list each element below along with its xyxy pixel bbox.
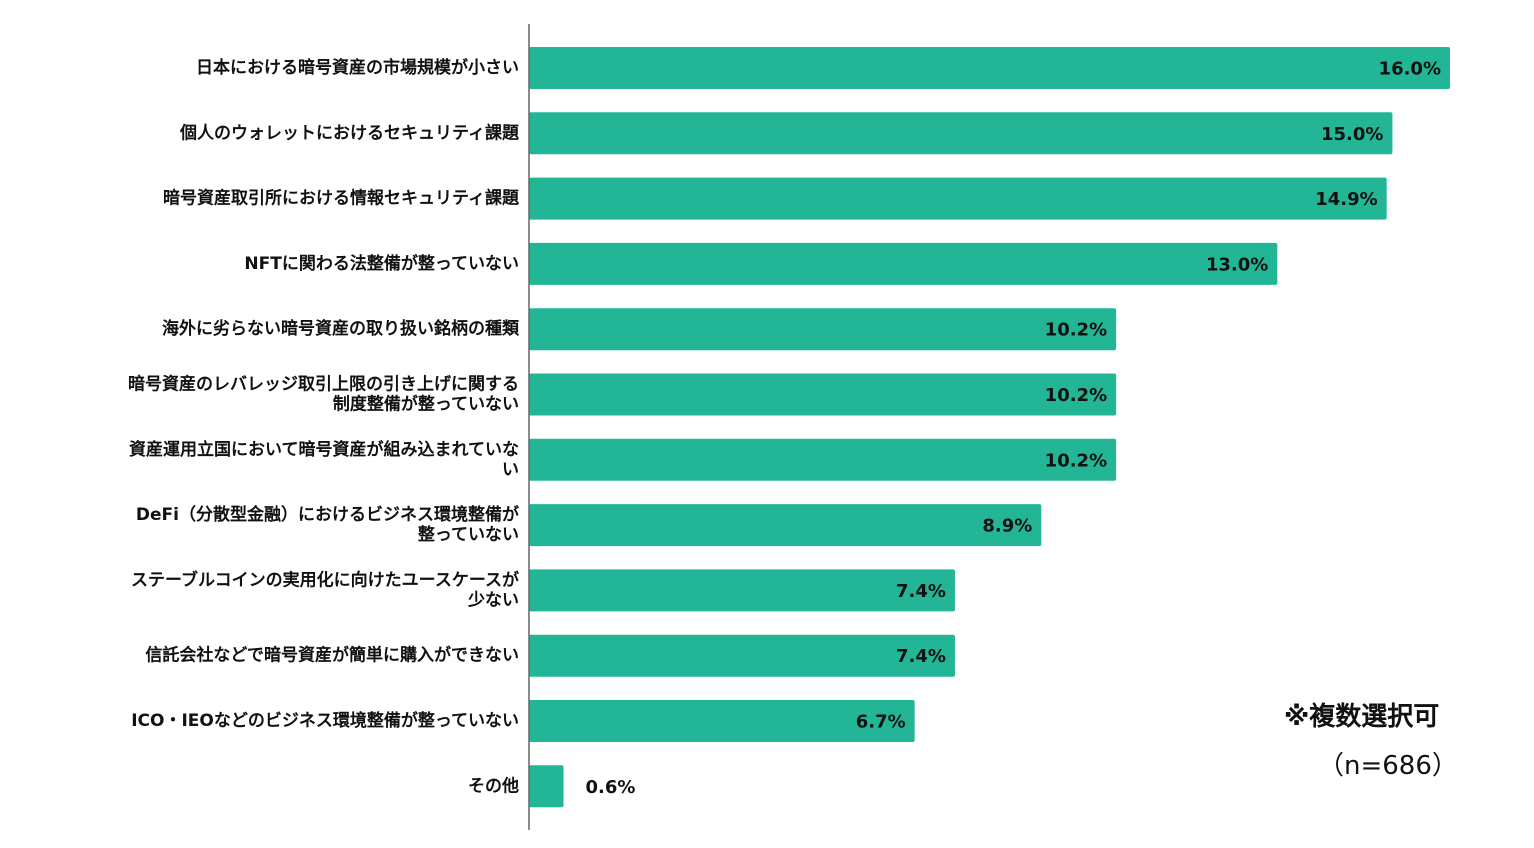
category-labels-group: 日本における暗号資産の市場規模が小さい個人のウォレットにおけるセキュリティ課題暗…: [128, 57, 520, 796]
sample-size-note: （n=686）: [1318, 751, 1458, 781]
bar: [529, 242, 1278, 285]
category-label: 少ない: [467, 590, 519, 610]
multiple-choice-note: ※複数選択可: [1284, 702, 1440, 732]
category-label: 資産運用立国において暗号資産が組み込まれていな: [129, 439, 519, 460]
bar: [529, 700, 915, 742]
bar: [529, 308, 1117, 351]
category-label: 整っていない: [418, 524, 519, 545]
value-label: 7.4%: [896, 581, 946, 602]
category-label: 制度整備が整っていない: [333, 394, 519, 415]
bar: [529, 373, 1117, 416]
bar: [529, 438, 1117, 481]
category-label: ステーブルコインの実用化に向けたユースケースが: [131, 569, 519, 590]
category-label: 信託会社などで暗号資産が簡単に購入ができない: [145, 645, 519, 666]
category-label: NFTに関わる法整備が整っていない: [244, 253, 519, 274]
value-label: 14.9%: [1315, 189, 1377, 210]
value-label: 7.4%: [896, 646, 946, 667]
value-label: 0.6%: [586, 777, 636, 798]
value-label: 10.2%: [1045, 320, 1107, 341]
category-label: 個人のウォレットにおけるセキュリティ課題: [179, 122, 520, 143]
value-label: 13.0%: [1206, 254, 1268, 275]
value-label: 6.7%: [856, 712, 906, 733]
category-label: 海外に劣らない暗号資産の取り扱い銘柄の種類: [162, 318, 520, 339]
bar: [529, 47, 1450, 89]
category-label: い: [502, 460, 519, 480]
value-label: 16.0%: [1379, 59, 1441, 80]
bar: [529, 177, 1387, 220]
bar: [529, 765, 564, 808]
value-label: 15.0%: [1321, 124, 1383, 145]
value-label: 8.9%: [982, 516, 1032, 537]
bar: [529, 112, 1393, 155]
category-label: 日本における暗号資産の市場規模が小さい: [196, 57, 519, 78]
category-label: DeFi（分散型金融）におけるビジネス環境整備が: [136, 504, 519, 525]
bar: [529, 504, 1042, 547]
category-label: 暗号資産のレバレッジ取引上限の引き上げに関する: [128, 374, 519, 395]
bars-group: [529, 47, 1450, 808]
value-label: 10.2%: [1045, 450, 1107, 471]
bar: [529, 569, 955, 612]
value-label: 10.2%: [1045, 385, 1107, 406]
category-label: ICO・IEOなどのビジネス環境整備が整っていない: [131, 710, 519, 731]
category-label: その他: [468, 775, 519, 796]
category-label: 暗号資産取引所における情報セキュリティ課題: [163, 188, 520, 209]
bar: [529, 634, 955, 677]
value-labels-group: 16.0% 15.0% 14.9% 13.0% 10.2% 10.2% 10.2% 8.9% 7…: [586, 59, 1441, 798]
